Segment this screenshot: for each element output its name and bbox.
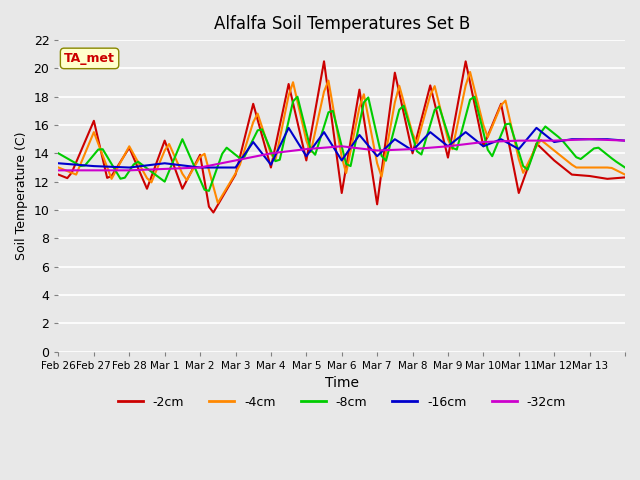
-4cm bbox=[214, 200, 221, 206]
-2cm bbox=[511, 168, 518, 174]
-2cm bbox=[621, 175, 629, 180]
-2cm bbox=[54, 172, 62, 178]
-2cm bbox=[320, 59, 328, 64]
-16cm bbox=[54, 160, 62, 166]
Line: -4cm: -4cm bbox=[58, 72, 625, 203]
Line: -16cm: -16cm bbox=[58, 128, 625, 168]
-16cm bbox=[400, 142, 408, 148]
-16cm bbox=[125, 165, 133, 170]
-8cm bbox=[360, 99, 368, 105]
-2cm bbox=[559, 165, 567, 170]
Title: Alfalfa Soil Temperatures Set B: Alfalfa Soil Temperatures Set B bbox=[214, 15, 470, 33]
Line: -2cm: -2cm bbox=[58, 61, 625, 213]
-8cm bbox=[400, 103, 408, 108]
X-axis label: Time: Time bbox=[324, 376, 359, 390]
-4cm bbox=[396, 83, 403, 89]
Line: -32cm: -32cm bbox=[58, 139, 625, 170]
-32cm bbox=[54, 168, 62, 173]
Text: TA_met: TA_met bbox=[64, 52, 115, 65]
-2cm bbox=[360, 116, 368, 121]
-8cm bbox=[559, 138, 567, 144]
-4cm bbox=[467, 69, 474, 75]
-32cm bbox=[351, 145, 359, 151]
-4cm bbox=[356, 104, 364, 110]
-32cm bbox=[550, 138, 558, 144]
-8cm bbox=[81, 163, 89, 168]
-32cm bbox=[81, 168, 89, 173]
-32cm bbox=[502, 138, 509, 144]
-16cm bbox=[285, 125, 292, 131]
-32cm bbox=[391, 147, 399, 153]
Line: -8cm: -8cm bbox=[58, 97, 625, 191]
-16cm bbox=[511, 144, 518, 149]
-32cm bbox=[209, 162, 217, 168]
-8cm bbox=[621, 165, 629, 170]
-16cm bbox=[214, 165, 221, 170]
-32cm bbox=[621, 138, 629, 144]
-2cm bbox=[81, 139, 89, 144]
Y-axis label: Soil Temperature (C): Soil Temperature (C) bbox=[15, 132, 28, 260]
-4cm bbox=[209, 184, 217, 190]
-2cm bbox=[214, 202, 221, 208]
Legend: -2cm, -4cm, -8cm, -16cm, -32cm: -2cm, -4cm, -8cm, -16cm, -32cm bbox=[113, 391, 571, 414]
-8cm bbox=[214, 163, 221, 169]
-4cm bbox=[54, 165, 62, 170]
-4cm bbox=[621, 172, 629, 178]
-8cm bbox=[205, 188, 212, 194]
-16cm bbox=[621, 138, 629, 144]
-8cm bbox=[511, 135, 518, 141]
-4cm bbox=[559, 155, 567, 160]
-16cm bbox=[81, 163, 89, 168]
-4cm bbox=[511, 137, 518, 143]
-2cm bbox=[400, 110, 408, 116]
-32cm bbox=[586, 136, 593, 142]
-16cm bbox=[559, 138, 567, 144]
-2cm bbox=[209, 210, 217, 216]
-4cm bbox=[81, 150, 89, 156]
-8cm bbox=[294, 94, 301, 100]
-8cm bbox=[54, 150, 62, 156]
-16cm bbox=[360, 137, 368, 143]
